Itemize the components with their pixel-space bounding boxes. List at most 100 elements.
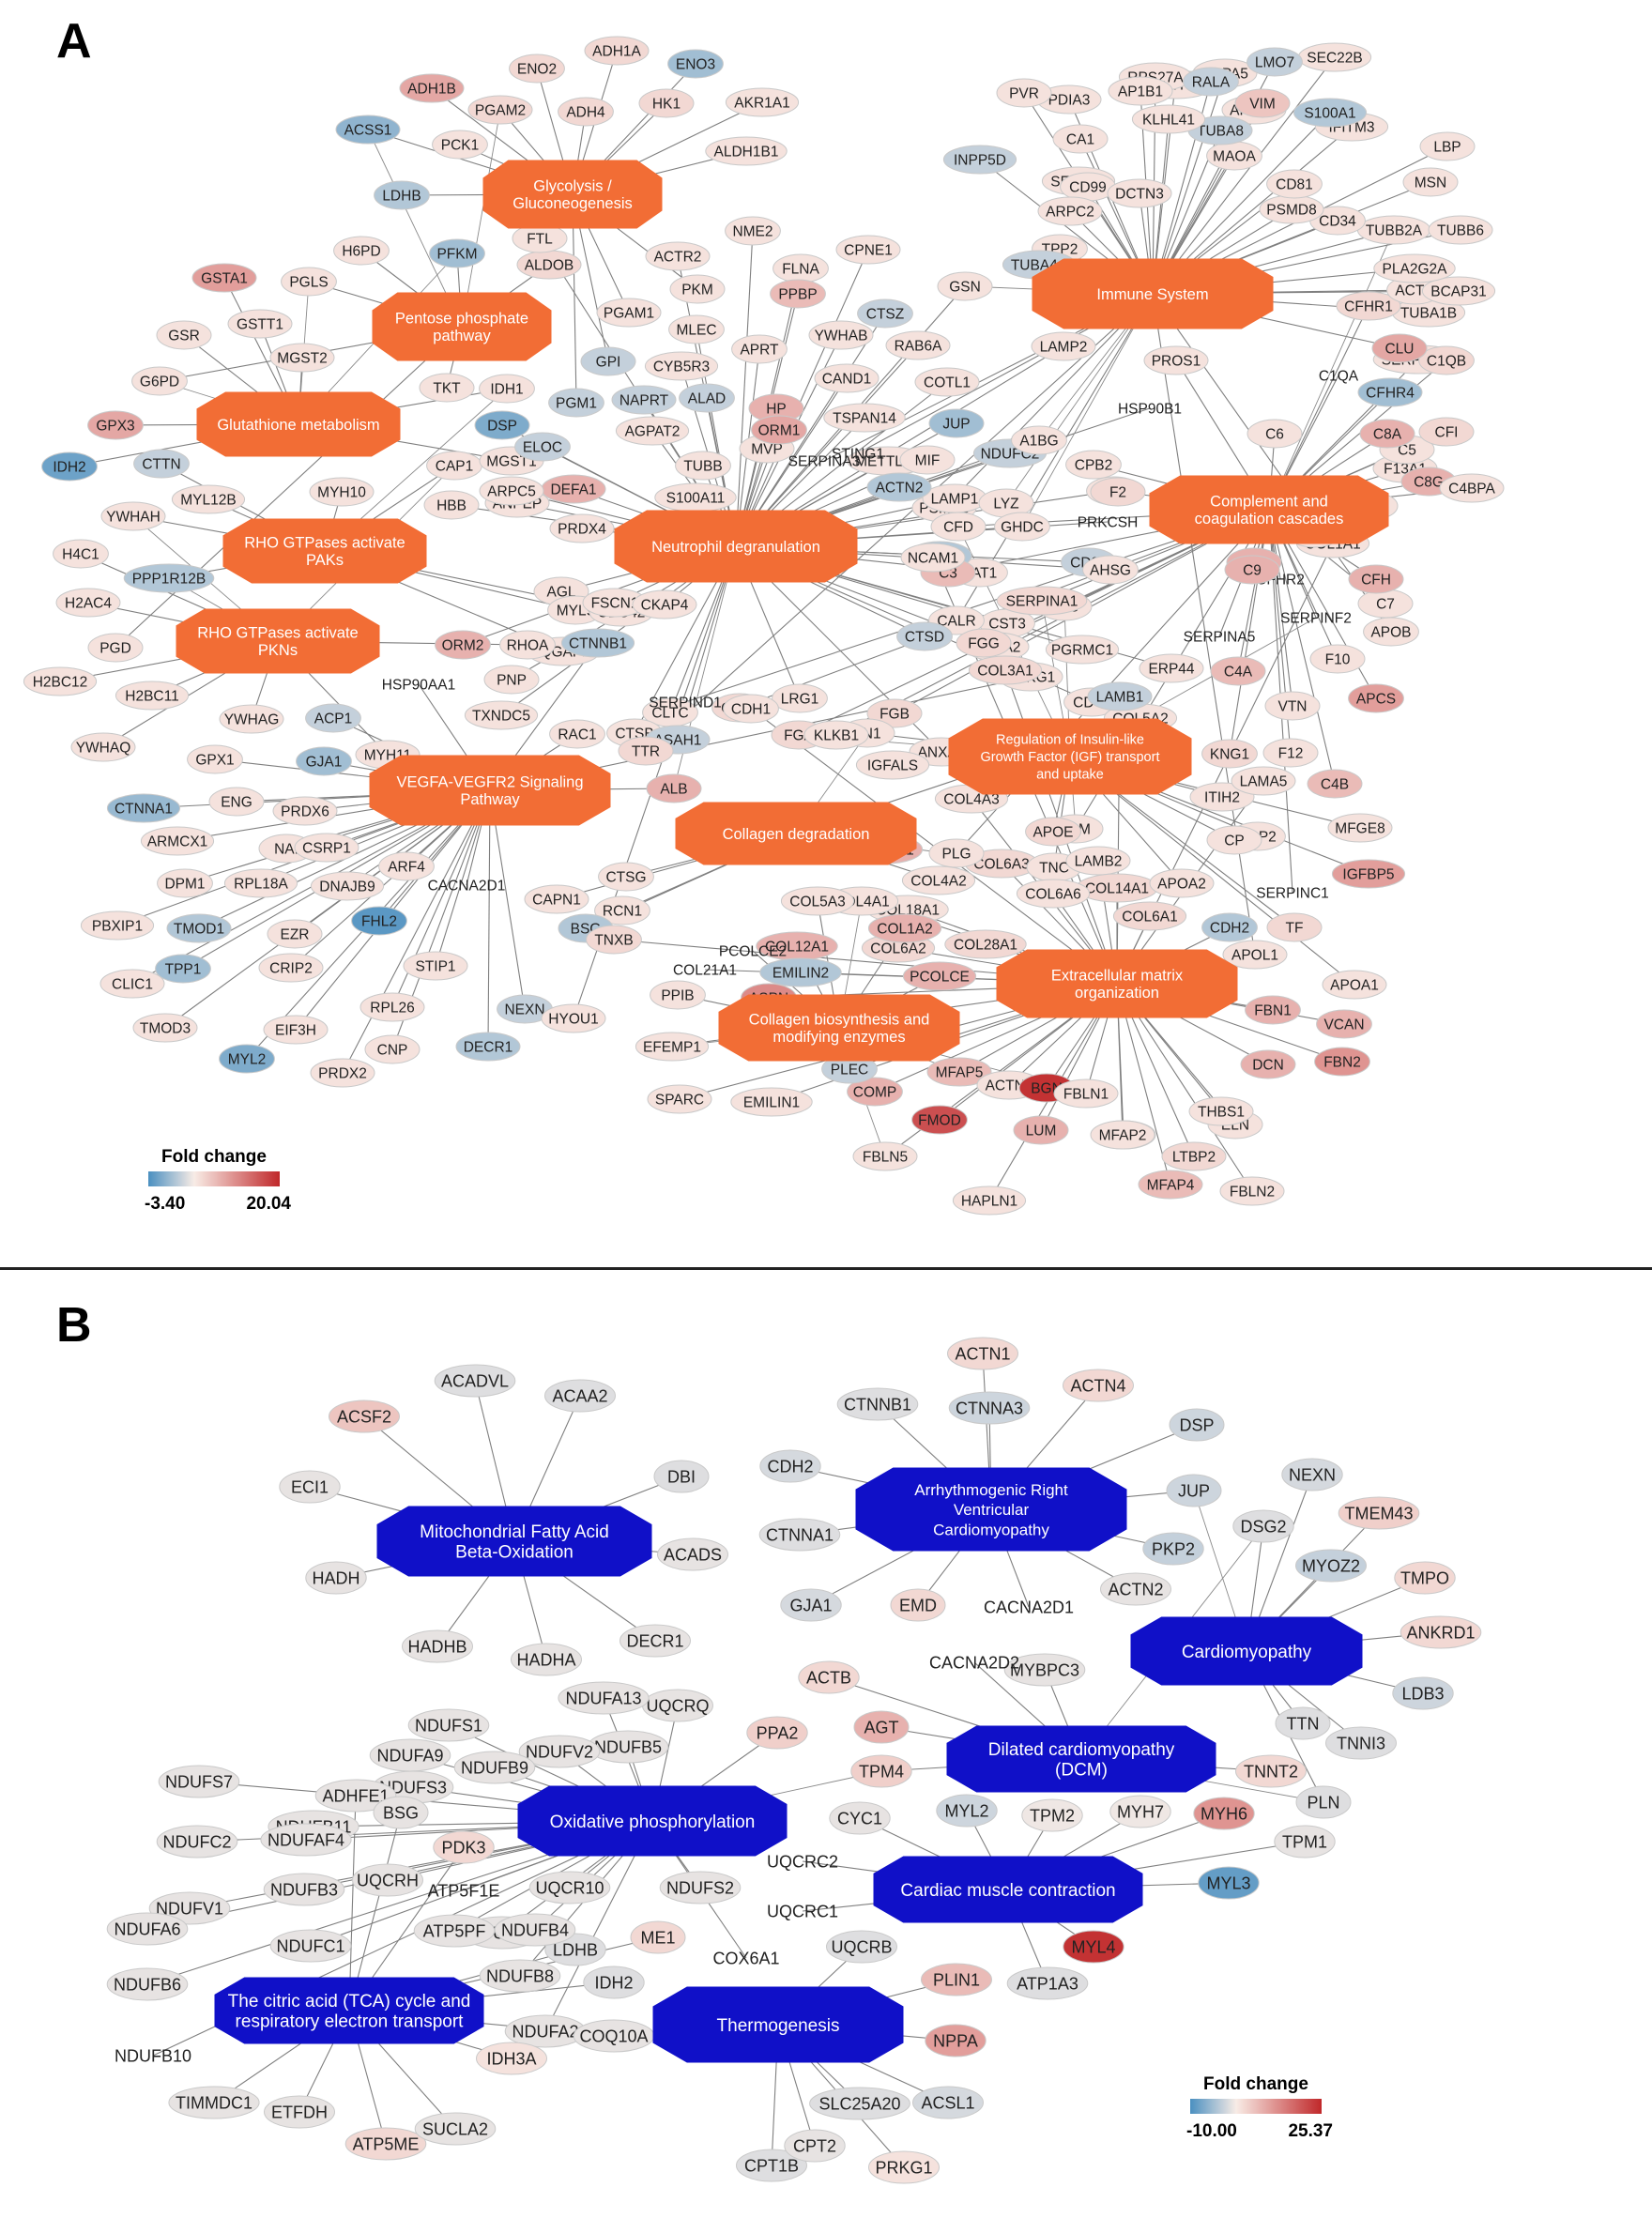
gene-node-emd[interactable]: EMD — [890, 1588, 946, 1622]
gene-node-efemp1[interactable]: EFEMP1 — [635, 1032, 710, 1062]
gene-node-gpx1[interactable]: GPX1 — [187, 744, 243, 774]
gene-node-plg[interactable]: PLG — [928, 838, 985, 868]
gene-node-rhoa[interactable]: RHOA — [499, 630, 556, 660]
gene-node-ndufb4[interactable]: NDUFB4 — [494, 1913, 576, 1947]
gene-node-ahsg[interactable]: AHSG — [1082, 555, 1139, 585]
gene-node-f10[interactable]: F10 — [1309, 644, 1366, 674]
gene-node-myh6[interactable]: MYH6 — [1193, 1797, 1255, 1830]
gene-node-arf4[interactable]: ARF4 — [378, 851, 435, 881]
gene-node-cttn[interactable]: CTTN — [133, 449, 190, 479]
gene-node-eno3[interactable]: ENO3 — [667, 49, 724, 79]
gene-node-atp5pf[interactable]: ATP5PF — [413, 1914, 496, 1948]
gene-node-dpm1[interactable]: DPM1 — [157, 868, 213, 898]
gene-node-pbxip1[interactable]: PBXIP1 — [80, 910, 155, 941]
gene-node-pla2g2a[interactable]: PLA2G2A — [1373, 253, 1456, 283]
gene-node-clu[interactable]: CLU — [1371, 333, 1428, 363]
gene-node-cfhr1[interactable]: CFHR1 — [1336, 291, 1401, 321]
gene-node-ctnna3[interactable]: CTNNA3 — [948, 1391, 1031, 1425]
gene-node-nme2[interactable]: NME2 — [725, 216, 781, 246]
gene-node-col5a3[interactable]: COL5A3 — [780, 886, 855, 916]
gene-node-pfkm[interactable]: PFKM — [429, 238, 485, 268]
gene-node-lamp2[interactable]: LAMP2 — [1031, 331, 1096, 361]
gene-node-sec22b[interactable]: SEC22B — [1297, 42, 1372, 72]
gene-node-s100a1[interactable]: S100A1 — [1293, 98, 1368, 128]
gene-node-actn4[interactable]: ACTN4 — [1063, 1369, 1134, 1402]
gene-node-thbs1[interactable]: THBS1 — [1188, 1096, 1254, 1126]
gene-node-myl3[interactable]: MYL3 — [1198, 1866, 1260, 1900]
gene-node-fbln2[interactable]: FBLN2 — [1219, 1176, 1285, 1206]
gene-node-tnxb[interactable]: TNXB — [586, 925, 642, 955]
gene-node-pgam2[interactable]: PGAM2 — [467, 95, 533, 125]
gene-node-tuba8[interactable]: TUBA8 — [1187, 115, 1253, 145]
gene-node-ywhah[interactable]: YWHAH — [100, 501, 166, 531]
gene-node-akr1a1[interactable]: AKR1A1 — [725, 87, 800, 117]
gene-node-aldob[interactable]: ALDOB — [516, 250, 582, 280]
pathway-hub-tca[interactable]: The citric acid (TCA) cycle andrespirato… — [214, 1977, 484, 2044]
gene-node-rab6a[interactable]: RAB6A — [885, 330, 951, 360]
gene-node-pros1[interactable]: PROS1 — [1143, 345, 1209, 375]
gene-node-mfge8[interactable]: MFGE8 — [1327, 813, 1393, 843]
gene-node-serpina1[interactable]: SERPINA1 — [996, 586, 1088, 616]
gene-node-col28a1[interactable]: COL28A1 — [944, 929, 1027, 959]
gene-node-arpc2[interactable]: ARPC2 — [1037, 196, 1103, 226]
gene-node-gpi[interactable]: GPI — [580, 346, 636, 376]
gene-node-g6pd[interactable]: G6PD — [131, 366, 188, 396]
gene-node-c4a[interactable]: C4A — [1210, 656, 1266, 686]
gene-node-timmdc1[interactable]: TIMMDC1 — [168, 2086, 260, 2119]
gene-node-lamb2[interactable]: LAMB2 — [1065, 846, 1131, 876]
pathway-hub-cm[interactable]: Cardiomyopathy — [1130, 1616, 1363, 1686]
gene-node-decr1[interactable]: DECR1 — [620, 1624, 691, 1658]
gene-node-c1qb[interactable]: C1QB — [1418, 345, 1475, 375]
gene-node-cacna2d2[interactable]: CACNA2D2 — [925, 1646, 1025, 1678]
gene-node-hsp90aa1[interactable]: HSP90AA1 — [374, 670, 464, 698]
gene-node-adhfe1[interactable]: ADHFE1 — [314, 1779, 397, 1813]
gene-node-actn1[interactable]: ACTN1 — [947, 1337, 1018, 1370]
gene-node-alad[interactable]: ALAD — [679, 383, 735, 413]
gene-node-maoa[interactable]: MAOA — [1206, 141, 1262, 171]
gene-node-ttr[interactable]: TTR — [618, 736, 674, 766]
gene-node-s100a11[interactable]: S100A11 — [654, 482, 737, 512]
gene-node-pgm1[interactable]: PGM1 — [548, 388, 604, 418]
gene-node-hk1[interactable]: HK1 — [638, 88, 695, 118]
gene-node-pgrmc1[interactable]: PGRMC1 — [1045, 635, 1120, 665]
gene-node-lama5[interactable]: LAMA5 — [1231, 766, 1296, 796]
gene-node-cdh2[interactable]: CDH2 — [1201, 912, 1258, 942]
gene-node-gsta1[interactable]: GSTA1 — [191, 263, 257, 293]
gene-node-cfh[interactable]: CFH — [1348, 564, 1404, 594]
gene-node-aldh1b1[interactable]: ALDH1B1 — [705, 136, 788, 166]
gene-node-myh7[interactable]: MYH7 — [1109, 1795, 1171, 1828]
gene-node-gpx3[interactable]: GPX3 — [87, 410, 144, 440]
pathway-hub-cmc[interactable]: Cardiac muscle contraction — [873, 1856, 1143, 1923]
gene-node-idh2[interactable]: IDH2 — [41, 451, 98, 482]
gene-node-ca1[interactable]: CA1 — [1052, 124, 1109, 154]
gene-node-tpm4[interactable]: TPM4 — [850, 1754, 912, 1788]
gene-node-adh1a[interactable]: ADH1A — [584, 36, 650, 66]
gene-node-aprt[interactable]: APRT — [731, 334, 788, 364]
gene-node-sparc[interactable]: SPARC — [647, 1084, 712, 1114]
gene-node-tkt[interactable]: TKT — [419, 373, 475, 403]
gene-node-rcn1[interactable]: RCN1 — [594, 895, 650, 925]
gene-node-lum[interactable]: LUM — [1013, 1115, 1069, 1145]
gene-node-eif3h[interactable]: EIF3H — [263, 1015, 329, 1045]
gene-node-ctsd[interactable]: CTSD — [896, 621, 953, 651]
gene-node-lbp[interactable]: LBP — [1419, 131, 1476, 161]
gene-node-cd34[interactable]: CD34 — [1309, 206, 1366, 236]
gene-node-ctnnb1[interactable]: CTNNB1 — [560, 628, 635, 658]
gene-node-apcs[interactable]: APCS — [1348, 683, 1404, 713]
gene-node-atp5f1e[interactable]: ATP5F1E — [419, 1874, 509, 1906]
gene-node-pgls[interactable]: PGLS — [281, 267, 337, 297]
gene-node-nexn[interactable]: NEXN — [497, 994, 553, 1024]
gene-node-txndc5[interactable]: TXNDC5 — [464, 700, 539, 730]
gene-node-eno2[interactable]: ENO2 — [509, 54, 565, 84]
gene-node-tmpo[interactable]: TMPO — [1394, 1561, 1456, 1595]
gene-node-agpat2[interactable]: AGPAT2 — [615, 416, 690, 446]
gene-node-idh2[interactable]: IDH2 — [583, 1966, 645, 1999]
gene-node-pgam1[interactable]: PGAM1 — [596, 298, 662, 328]
gene-node-ctnna1[interactable]: CTNNA1 — [758, 1518, 841, 1552]
gene-node-myl2[interactable]: MYL2 — [219, 1044, 275, 1074]
gene-node-etfdh[interactable]: ETFDH — [264, 2095, 335, 2129]
gene-node-vtn[interactable]: VTN — [1264, 691, 1321, 721]
